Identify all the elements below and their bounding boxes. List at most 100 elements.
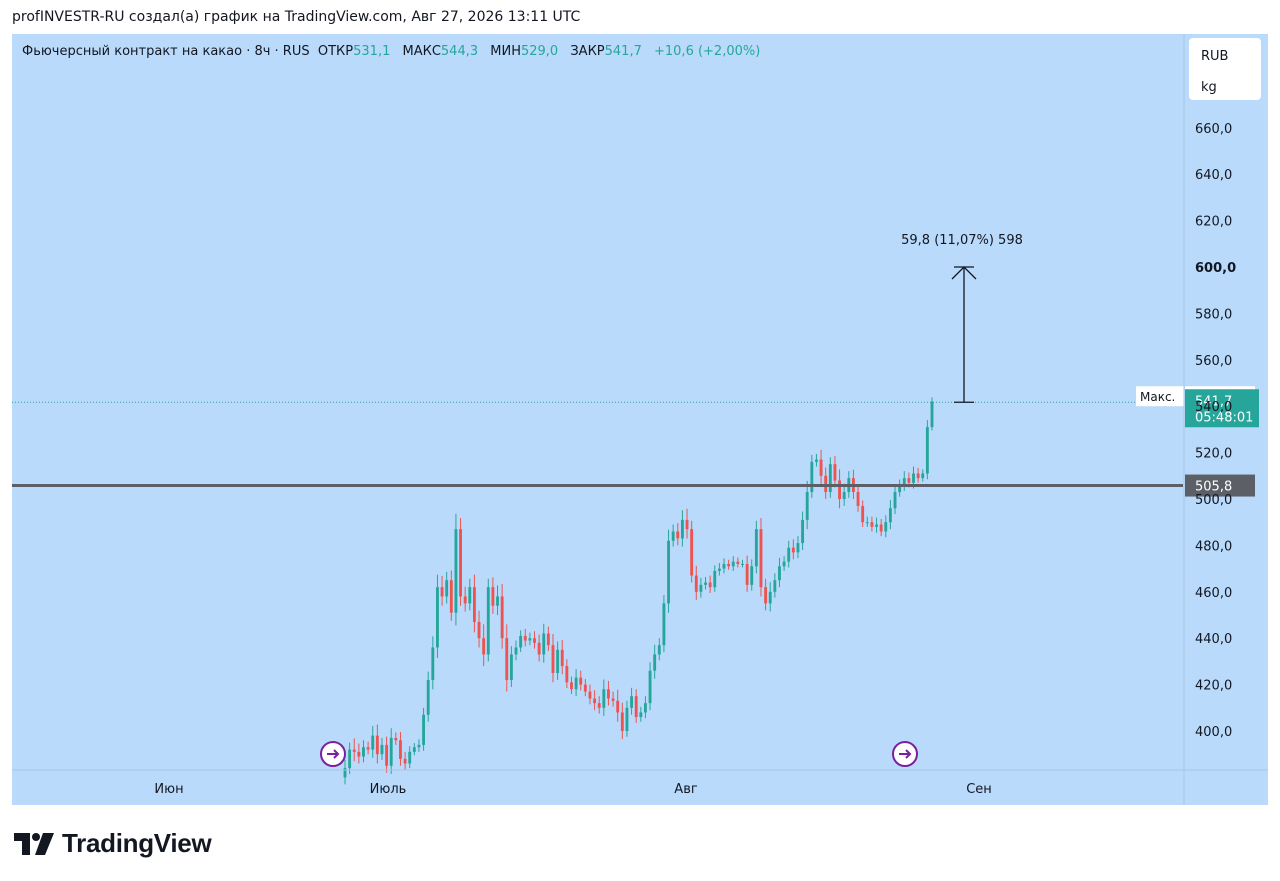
candle-body	[810, 461, 814, 493]
candle	[625, 700, 629, 737]
candle	[925, 420, 929, 480]
price-tick-label: 420,0	[1195, 679, 1232, 694]
candle	[551, 634, 555, 683]
candle	[736, 557, 740, 568]
candle	[583, 679, 587, 697]
candle-body	[764, 587, 768, 604]
candle	[431, 636, 435, 690]
candle-body	[699, 584, 703, 592]
candle-body	[639, 712, 643, 718]
candle	[362, 740, 365, 763]
candle-body	[778, 566, 781, 581]
candle	[690, 520, 694, 583]
candle	[888, 499, 892, 530]
candle-body	[717, 568, 721, 571]
candle-body	[399, 740, 402, 759]
candle	[486, 578, 490, 662]
candle	[634, 689, 638, 723]
candle	[801, 511, 805, 551]
candle	[366, 741, 370, 755]
candle-body	[472, 587, 476, 622]
candle	[463, 586, 467, 612]
time-tick-label: Июн	[154, 782, 183, 797]
level-price-badge	[1185, 474, 1255, 497]
candle-body	[593, 698, 597, 704]
price-tick-label: 480,0	[1195, 539, 1232, 554]
candle	[754, 520, 758, 574]
candle	[870, 516, 874, 532]
price-axis: 400,0 420,0 440,0 460,0 480,0 500,0 520,0 540,0…	[1183, 34, 1236, 805]
tradingview-logo[interactable]: TradingView	[14, 828, 212, 859]
candle-body	[422, 714, 426, 745]
event-marker-icon[interactable]	[320, 741, 346, 767]
candle-body	[625, 707, 629, 731]
candle	[426, 671, 430, 722]
candle	[819, 449, 823, 484]
candle	[731, 556, 735, 571]
candle	[528, 632, 532, 646]
candle	[422, 707, 426, 751]
candle-body	[348, 749, 352, 769]
price-tick-label: 520,0	[1195, 447, 1232, 462]
candle-body	[657, 645, 661, 655]
candle	[357, 743, 361, 764]
candles	[343, 397, 934, 785]
price-tick-label: 560,0	[1195, 354, 1232, 369]
candle-body	[505, 638, 509, 680]
candle	[898, 479, 902, 497]
symbol-legend[interactable]: Фьючерсный контракт на какао · 8ч · RUS …	[22, 44, 768, 59]
candle-body	[680, 519, 684, 539]
candle	[375, 724, 379, 764]
candle-body	[560, 649, 564, 667]
candle	[727, 559, 731, 570]
time-axis: Июн Июль Авг Сен	[12, 769, 1268, 797]
candle	[750, 559, 754, 591]
candle	[782, 556, 786, 571]
candle	[403, 751, 407, 770]
candle	[722, 558, 726, 574]
candle	[713, 565, 717, 592]
unit-label[interactable]: kg	[1201, 80, 1217, 95]
candle	[741, 559, 744, 568]
candle-body	[708, 582, 712, 588]
candle-body	[607, 689, 610, 699]
symbol-title[interactable]: Фьючерсный контракт на какао · 8ч · RUS	[22, 44, 310, 59]
candle-body	[357, 751, 361, 757]
candle-body	[912, 473, 915, 483]
candle	[653, 644, 657, 679]
candle-body	[556, 649, 560, 673]
brand-wordmark: TradingView	[62, 828, 212, 858]
candle	[796, 536, 800, 559]
candle	[468, 578, 472, 611]
event-marker-icon[interactable]	[892, 741, 918, 767]
price-tick-label: 580,0	[1195, 307, 1232, 322]
candle-body	[667, 540, 670, 604]
candle-body	[440, 587, 444, 597]
candle	[671, 524, 675, 547]
candle-body	[403, 758, 407, 764]
candle-body	[514, 647, 518, 655]
candle	[505, 624, 509, 692]
candle	[546, 626, 550, 651]
candle-body	[551, 645, 555, 673]
candle	[676, 523, 680, 546]
candle	[454, 513, 458, 626]
price-tick-label: 500,0	[1195, 493, 1232, 508]
candle-body	[930, 401, 934, 428]
candle	[865, 516, 869, 527]
candle-body	[620, 712, 624, 731]
candle-body	[426, 679, 430, 715]
candle-body	[782, 561, 786, 567]
candle	[352, 738, 356, 762]
candle-body	[644, 703, 647, 713]
last-price-badge	[1185, 389, 1259, 428]
price-tick-label: 660,0	[1195, 122, 1232, 137]
currency-unit-selector[interactable]: RUB kg	[1189, 38, 1261, 100]
candle-body	[870, 522, 874, 527]
candle-body	[523, 635, 527, 641]
candle-body	[375, 735, 379, 755]
candle-body	[542, 633, 546, 655]
currency-label[interactable]: RUB	[1201, 49, 1229, 64]
